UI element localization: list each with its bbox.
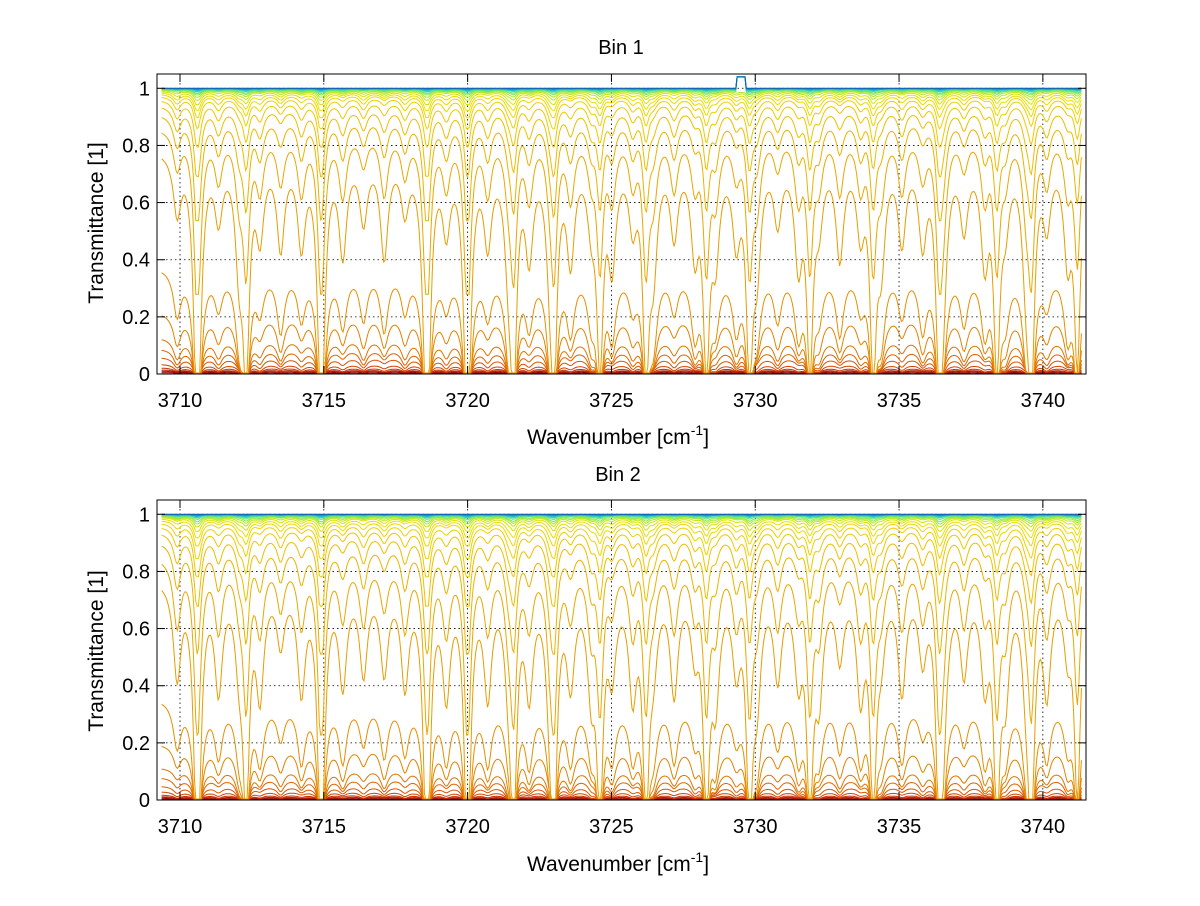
y-tick-labels: 0 0.2 0.4 0.6 0.8 1 xyxy=(122,504,150,812)
series-line xyxy=(161,364,1082,374)
x-axis-label-superscript: -1 xyxy=(691,849,704,865)
series-line xyxy=(161,516,1082,528)
series-line xyxy=(161,97,1082,130)
series-line xyxy=(161,272,1082,374)
series-line xyxy=(161,90,1082,101)
series-line xyxy=(161,92,1082,111)
series-line xyxy=(161,534,1082,607)
series-line xyxy=(161,517,1082,532)
x-axis-label: Wavenumber [cm-1] xyxy=(527,422,709,449)
x-tick-label: 3730 xyxy=(733,390,778,412)
y-tick-label: 0.8 xyxy=(122,135,150,157)
series-line xyxy=(161,357,1082,374)
series-line xyxy=(161,94,1082,119)
x-axis-label-superscript: -1 xyxy=(691,422,704,438)
chart-title: Bin 1 xyxy=(598,37,644,59)
x-tick-label: 3720 xyxy=(445,390,490,412)
axes-box xyxy=(156,73,1087,375)
x-tick-label: 3725 xyxy=(589,390,634,412)
chart-title: Bin 2 xyxy=(595,464,641,486)
series-line xyxy=(161,89,1082,98)
series-line xyxy=(161,791,1082,800)
series-line xyxy=(161,76,1082,89)
x-tick-labels: 3710 3715 3720 3725 3730 3735 3740 xyxy=(158,816,1065,838)
subplot-bin-1: Bin 1 3710 3715 3720 3725 3730 3735 3740 00.20… xyxy=(85,37,1087,449)
y-tick-label: 0.4 xyxy=(122,250,150,272)
y-tick-label: 0.6 xyxy=(122,619,150,641)
y-tick-label: 1 xyxy=(139,78,150,100)
x-tick-label: 3740 xyxy=(1021,816,1066,838)
series-line xyxy=(161,367,1082,374)
series-line xyxy=(161,369,1082,374)
x-tick-label: 3735 xyxy=(877,816,922,838)
subplot-bin-2: Bin 2 3710 3715 3720 3725 3730 3735 3740 00.20… xyxy=(85,464,1087,876)
series-line xyxy=(161,796,1082,800)
x-axis-label-main: Wavenumber [cm xyxy=(527,426,691,449)
series-line xyxy=(161,339,1082,374)
y-tick-label: 1 xyxy=(139,504,150,526)
x-tick-label: 3710 xyxy=(158,816,203,838)
y-tick-label: 0.6 xyxy=(122,193,150,215)
y-axis-label: Transmittance [1] xyxy=(85,570,108,731)
x-tick-labels: 3710 3715 3720 3725 3730 3735 3740 xyxy=(158,390,1065,412)
series-line xyxy=(161,515,1082,525)
x-axis-label-close: ] xyxy=(703,426,709,449)
series-line xyxy=(161,703,1082,800)
x-tick-label: 3710 xyxy=(158,390,203,412)
series-line xyxy=(161,523,1082,560)
x-tick-label: 3730 xyxy=(733,816,778,838)
x-tick-label: 3735 xyxy=(877,390,922,412)
x-axis-label-close: ] xyxy=(703,853,709,876)
series-line xyxy=(161,528,1082,578)
x-tick-label: 3715 xyxy=(302,816,347,838)
series-line xyxy=(161,746,1082,800)
series-line xyxy=(161,132,1082,295)
series-line xyxy=(161,794,1082,800)
x-tick-label: 3740 xyxy=(1021,390,1066,412)
series-line xyxy=(161,370,1082,374)
y-tick-label: 0 xyxy=(139,364,150,386)
series-line xyxy=(161,518,1082,539)
axes-box xyxy=(156,499,1087,801)
series-line xyxy=(161,91,1082,105)
axes-frame xyxy=(156,499,1087,801)
series-line xyxy=(161,778,1082,800)
x-tick-label: 3715 xyxy=(302,390,347,412)
x-axis-label: Wavenumber [cm-1] xyxy=(527,849,709,876)
series-line xyxy=(161,786,1082,800)
series-lines xyxy=(161,513,1082,800)
series-line xyxy=(161,372,1082,374)
axes-frame xyxy=(156,73,1087,375)
series-line xyxy=(161,590,1082,800)
y-tick-label: 0.8 xyxy=(122,561,150,583)
x-axis-label-main: Wavenumber [cm xyxy=(527,853,691,876)
series-line xyxy=(161,315,1082,374)
series-line xyxy=(161,107,1082,178)
y-axis-label: Transmittance [1] xyxy=(85,142,108,303)
series-line xyxy=(161,158,1082,374)
series-line xyxy=(161,545,1082,655)
x-tick-label: 3725 xyxy=(589,816,634,838)
y-tick-label: 0.2 xyxy=(122,733,150,755)
series-line xyxy=(161,117,1082,222)
y-tick-label: 0.2 xyxy=(122,307,150,329)
y-tick-labels: 0 0.2 0.4 0.6 0.8 1 xyxy=(122,78,150,386)
series-line xyxy=(161,768,1082,800)
y-tick-label: 0.4 xyxy=(122,676,150,698)
series-lines xyxy=(161,76,1082,374)
series-line xyxy=(161,520,1082,547)
series-line xyxy=(161,563,1082,737)
series-line xyxy=(161,349,1082,374)
series-line xyxy=(161,101,1082,149)
x-tick-label: 3720 xyxy=(445,816,490,838)
y-tick-label: 0 xyxy=(139,790,150,812)
series-line xyxy=(161,515,1082,523)
